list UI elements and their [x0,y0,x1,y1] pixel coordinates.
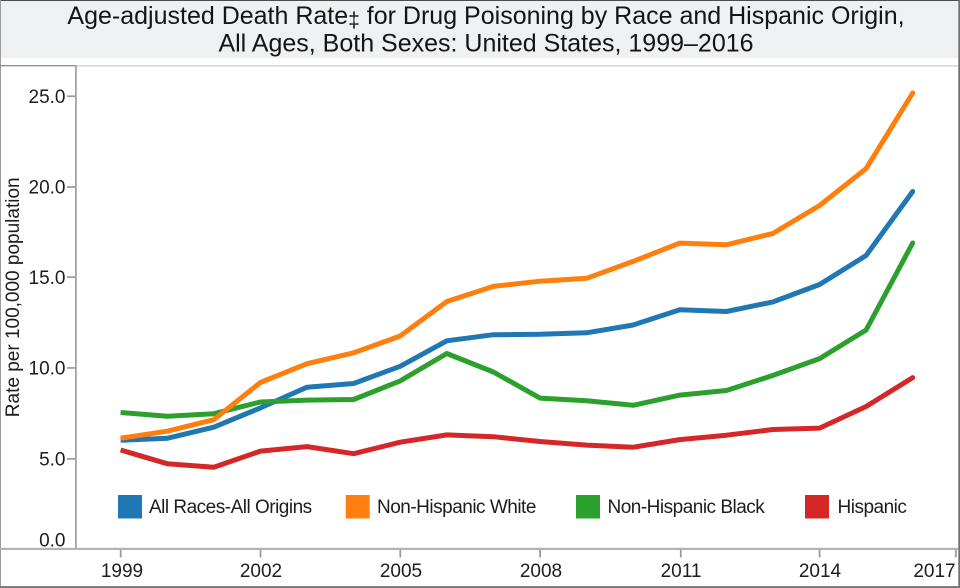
svg-text:Non-Hispanic Black: Non-Hispanic Black [608,497,766,518]
svg-text:10.0: 10.0 [29,359,66,380]
svg-text:Non-Hispanic White: Non-Hispanic White [377,497,536,518]
svg-text:2008: 2008 [520,561,562,582]
svg-text:0.0: 0.0 [39,531,65,552]
svg-text:Age-adjusted Death Rate‡ for D: Age-adjusted Death Rate‡ for Drug Poison… [67,2,904,32]
svg-text:All Ages, Both Sexes: United S: All Ages, Both Sexes: United States, 199… [218,29,753,57]
svg-text:2011: 2011 [661,561,702,582]
svg-text:25.0: 25.0 [29,87,66,108]
svg-text:Hispanic: Hispanic [838,497,907,518]
svg-text:2005: 2005 [380,561,422,582]
svg-text:20.0: 20.0 [29,178,66,199]
svg-text:5.0: 5.0 [39,450,65,471]
svg-text:15.0: 15.0 [29,268,66,289]
svg-text:All Races-All Origins: All Races-All Origins [149,497,312,518]
svg-text:2017: 2017 [913,561,955,582]
svg-text:2002: 2002 [240,561,282,582]
svg-text:Rate per 100,000 population: Rate per 100,000 population [3,177,24,417]
svg-text:1999: 1999 [101,561,143,582]
svg-text:2014: 2014 [799,561,842,582]
